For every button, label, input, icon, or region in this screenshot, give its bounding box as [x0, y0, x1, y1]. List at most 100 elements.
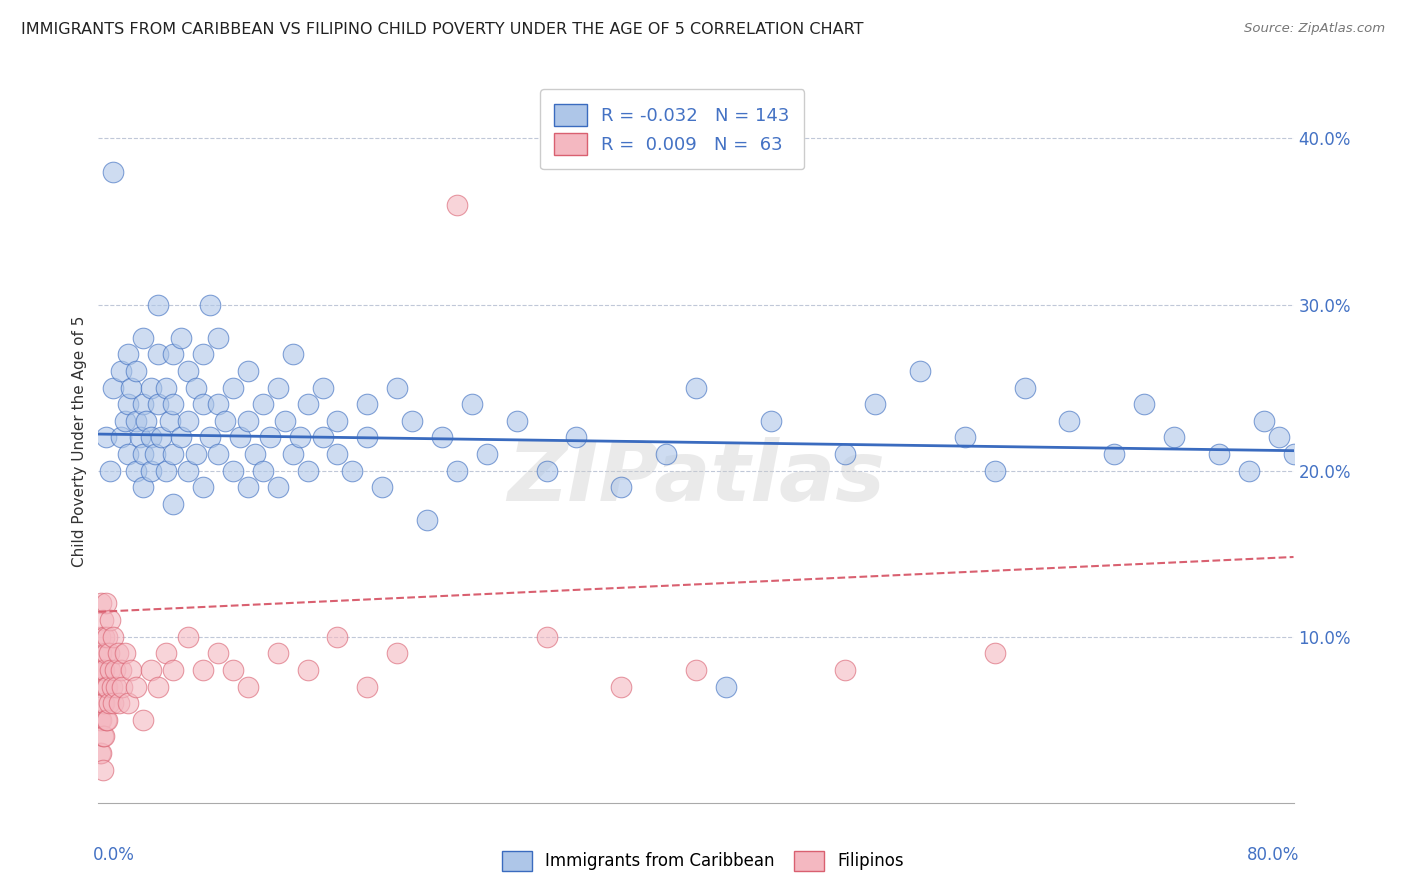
Point	[252, 397, 274, 411]
Point	[96, 713, 118, 727]
Point	[834, 447, 856, 461]
Point	[90, 646, 112, 660]
Point	[91, 696, 114, 710]
Point	[143, 447, 166, 461]
Point	[1104, 447, 1126, 461]
Point	[834, 663, 856, 677]
Point	[125, 680, 148, 694]
Point	[311, 430, 333, 444]
Point	[117, 347, 139, 361]
Text: Source: ZipAtlas.com: Source: ZipAtlas.com	[1244, 22, 1385, 36]
Point	[214, 414, 236, 428]
Point	[94, 680, 117, 694]
Point	[89, 663, 111, 677]
Point	[132, 713, 155, 727]
Legend: R = -0.032   N = 143, R =  0.009   N =  63: R = -0.032 N = 143, R = 0.009 N = 63	[540, 89, 804, 169]
Point	[259, 430, 281, 444]
Point	[132, 331, 155, 345]
Point	[610, 680, 633, 694]
Point	[97, 646, 120, 660]
Point	[90, 680, 112, 694]
Point	[207, 447, 229, 461]
Point	[148, 680, 170, 694]
Point	[125, 464, 148, 478]
Point	[96, 630, 118, 644]
Point	[267, 380, 290, 394]
Point	[281, 447, 304, 461]
Point	[89, 630, 111, 644]
Point	[94, 597, 117, 611]
Point	[506, 414, 529, 428]
Point	[288, 430, 311, 444]
Point	[155, 464, 177, 478]
Point	[1282, 447, 1305, 461]
Point	[1059, 414, 1081, 428]
Point	[953, 430, 976, 444]
Point	[342, 464, 364, 478]
Point	[91, 613, 114, 627]
Point	[536, 630, 558, 644]
Point	[139, 663, 162, 677]
Point	[94, 430, 117, 444]
Point	[1163, 430, 1185, 444]
Point	[132, 480, 155, 494]
Point	[222, 380, 245, 394]
Point	[89, 746, 111, 760]
Point	[110, 364, 132, 378]
Point	[1253, 414, 1275, 428]
Point	[1208, 447, 1230, 461]
Point	[207, 331, 229, 345]
Point	[297, 397, 319, 411]
Point	[177, 414, 200, 428]
Point	[162, 347, 184, 361]
Point	[114, 414, 136, 428]
Point	[274, 414, 297, 428]
Point	[356, 680, 378, 694]
Point	[200, 297, 222, 311]
Point	[475, 447, 498, 461]
Point	[148, 397, 170, 411]
Point	[385, 380, 409, 394]
Point	[139, 380, 162, 394]
Point	[120, 663, 142, 677]
Point	[101, 680, 124, 694]
Point	[1267, 430, 1289, 444]
Point	[236, 680, 259, 694]
Point	[446, 464, 468, 478]
Point	[111, 680, 134, 694]
Point	[984, 464, 1007, 478]
Point	[984, 646, 1007, 660]
Point	[177, 364, 200, 378]
Point	[169, 430, 191, 444]
Point	[297, 663, 319, 677]
Point	[655, 447, 678, 461]
Point	[93, 630, 115, 644]
Point	[89, 713, 111, 727]
Point	[93, 663, 115, 677]
Point	[565, 430, 588, 444]
Point	[103, 696, 125, 710]
Point	[252, 464, 274, 478]
Point	[759, 414, 782, 428]
Point	[191, 663, 214, 677]
Text: ZIPatlas: ZIPatlas	[508, 437, 884, 518]
Point	[117, 696, 139, 710]
Point	[91, 730, 114, 744]
Point	[90, 597, 112, 611]
Point	[125, 414, 148, 428]
Point	[865, 397, 887, 411]
Point	[155, 380, 177, 394]
Point	[685, 663, 707, 677]
Point	[685, 380, 707, 394]
Point	[236, 414, 259, 428]
Text: 80.0%: 80.0%	[1247, 847, 1299, 864]
Point	[148, 297, 170, 311]
Point	[236, 364, 259, 378]
Point	[281, 347, 304, 361]
Point	[191, 347, 214, 361]
Point	[94, 646, 117, 660]
Point	[103, 630, 125, 644]
Point	[222, 464, 245, 478]
Point	[371, 480, 394, 494]
Point	[267, 646, 290, 660]
